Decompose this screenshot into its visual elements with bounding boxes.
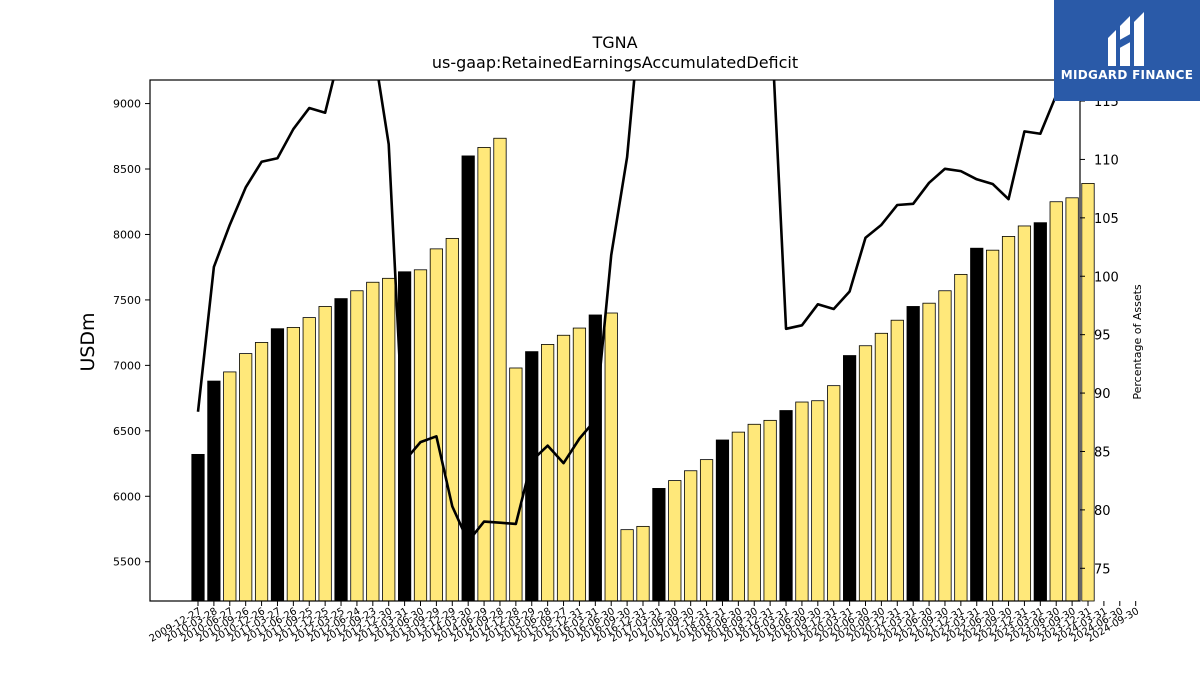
bar [652, 488, 666, 602]
bar [858, 345, 873, 602]
bar [636, 525, 650, 602]
bar [954, 273, 968, 602]
logo-text: MIDGARD FINANCE [1060, 68, 1194, 82]
y-tick-label: 7000 [113, 359, 141, 372]
bar [239, 353, 253, 602]
bar [509, 367, 523, 602]
bar [382, 277, 396, 602]
y2-tick-label: 90 [1094, 387, 1111, 402]
bar [715, 439, 730, 602]
bar [572, 327, 587, 602]
bar [429, 248, 443, 602]
bar [1065, 197, 1079, 602]
bar [270, 328, 285, 602]
bar [684, 470, 698, 602]
bar [699, 459, 714, 602]
bar [1049, 201, 1063, 602]
y-tick-label: 6000 [113, 490, 141, 503]
bar [413, 269, 428, 602]
bar [334, 298, 348, 602]
bar [493, 137, 507, 602]
line-series [196, 80, 1080, 543]
bar [779, 410, 793, 602]
y-tick-label: 9000 [113, 98, 141, 111]
y2-tick-label: 95 [1094, 329, 1111, 344]
y-tick-label: 6500 [113, 425, 141, 438]
y2-tick-label: 80 [1094, 504, 1111, 519]
bar [795, 401, 809, 602]
bar [254, 342, 269, 602]
bar [668, 480, 682, 602]
y2-tick-label: 85 [1094, 445, 1111, 460]
y-axis-label: USDm [77, 312, 99, 371]
bar [986, 249, 1000, 602]
y-tick-label: 8000 [113, 228, 141, 241]
y2-tick-label: 75 [1094, 562, 1111, 577]
bar [843, 355, 857, 602]
bar [763, 419, 777, 602]
bar [191, 453, 205, 602]
bar [318, 306, 332, 602]
bar [286, 327, 300, 602]
y-tick-label: 5500 [113, 556, 141, 569]
y2-tick-label: 105 [1094, 212, 1119, 227]
bar [588, 314, 602, 602]
bar [604, 312, 618, 602]
bar [1001, 236, 1016, 602]
bar [1017, 225, 1032, 602]
bar [1033, 222, 1047, 602]
plot-frame [149, 79, 1081, 602]
bar [922, 302, 936, 602]
bar [350, 290, 364, 602]
bar [938, 290, 952, 602]
bar [556, 334, 571, 602]
bar [811, 400, 825, 602]
bar [541, 344, 555, 602]
bar [302, 317, 316, 602]
bar-series [191, 137, 1095, 602]
bar [207, 380, 221, 602]
y2-axis-label: Percentage of Assets [1131, 284, 1144, 400]
midgard-logo-icon [1108, 12, 1144, 66]
bar [620, 529, 634, 602]
logo: MIDGARD FINANCE [1054, 0, 1200, 101]
bar [731, 431, 745, 602]
bar [874, 332, 888, 602]
bar [747, 423, 761, 602]
bar [890, 319, 904, 602]
bar [970, 247, 984, 602]
bar [223, 371, 237, 602]
axes: 5500 6000 6500 7000 7500 8000 8500 9000 75 80 85 90… [113, 79, 1141, 645]
y2-tick-label: 110 [1094, 153, 1119, 168]
bar [445, 237, 459, 602]
y2-tick-label: 100 [1094, 270, 1119, 285]
bar [1081, 183, 1095, 602]
y-tick-label: 7500 [113, 294, 141, 307]
pct-assets-line [196, 80, 1080, 543]
bar [827, 385, 841, 602]
chart-subtitle: us-gaap:RetainedEarningsAccumulatedDefic… [432, 53, 798, 72]
bar [906, 306, 920, 602]
bar [366, 281, 380, 602]
chart-title: TGNA [591, 33, 637, 52]
bar [477, 147, 491, 602]
y-tick-label: 8500 [113, 163, 141, 176]
